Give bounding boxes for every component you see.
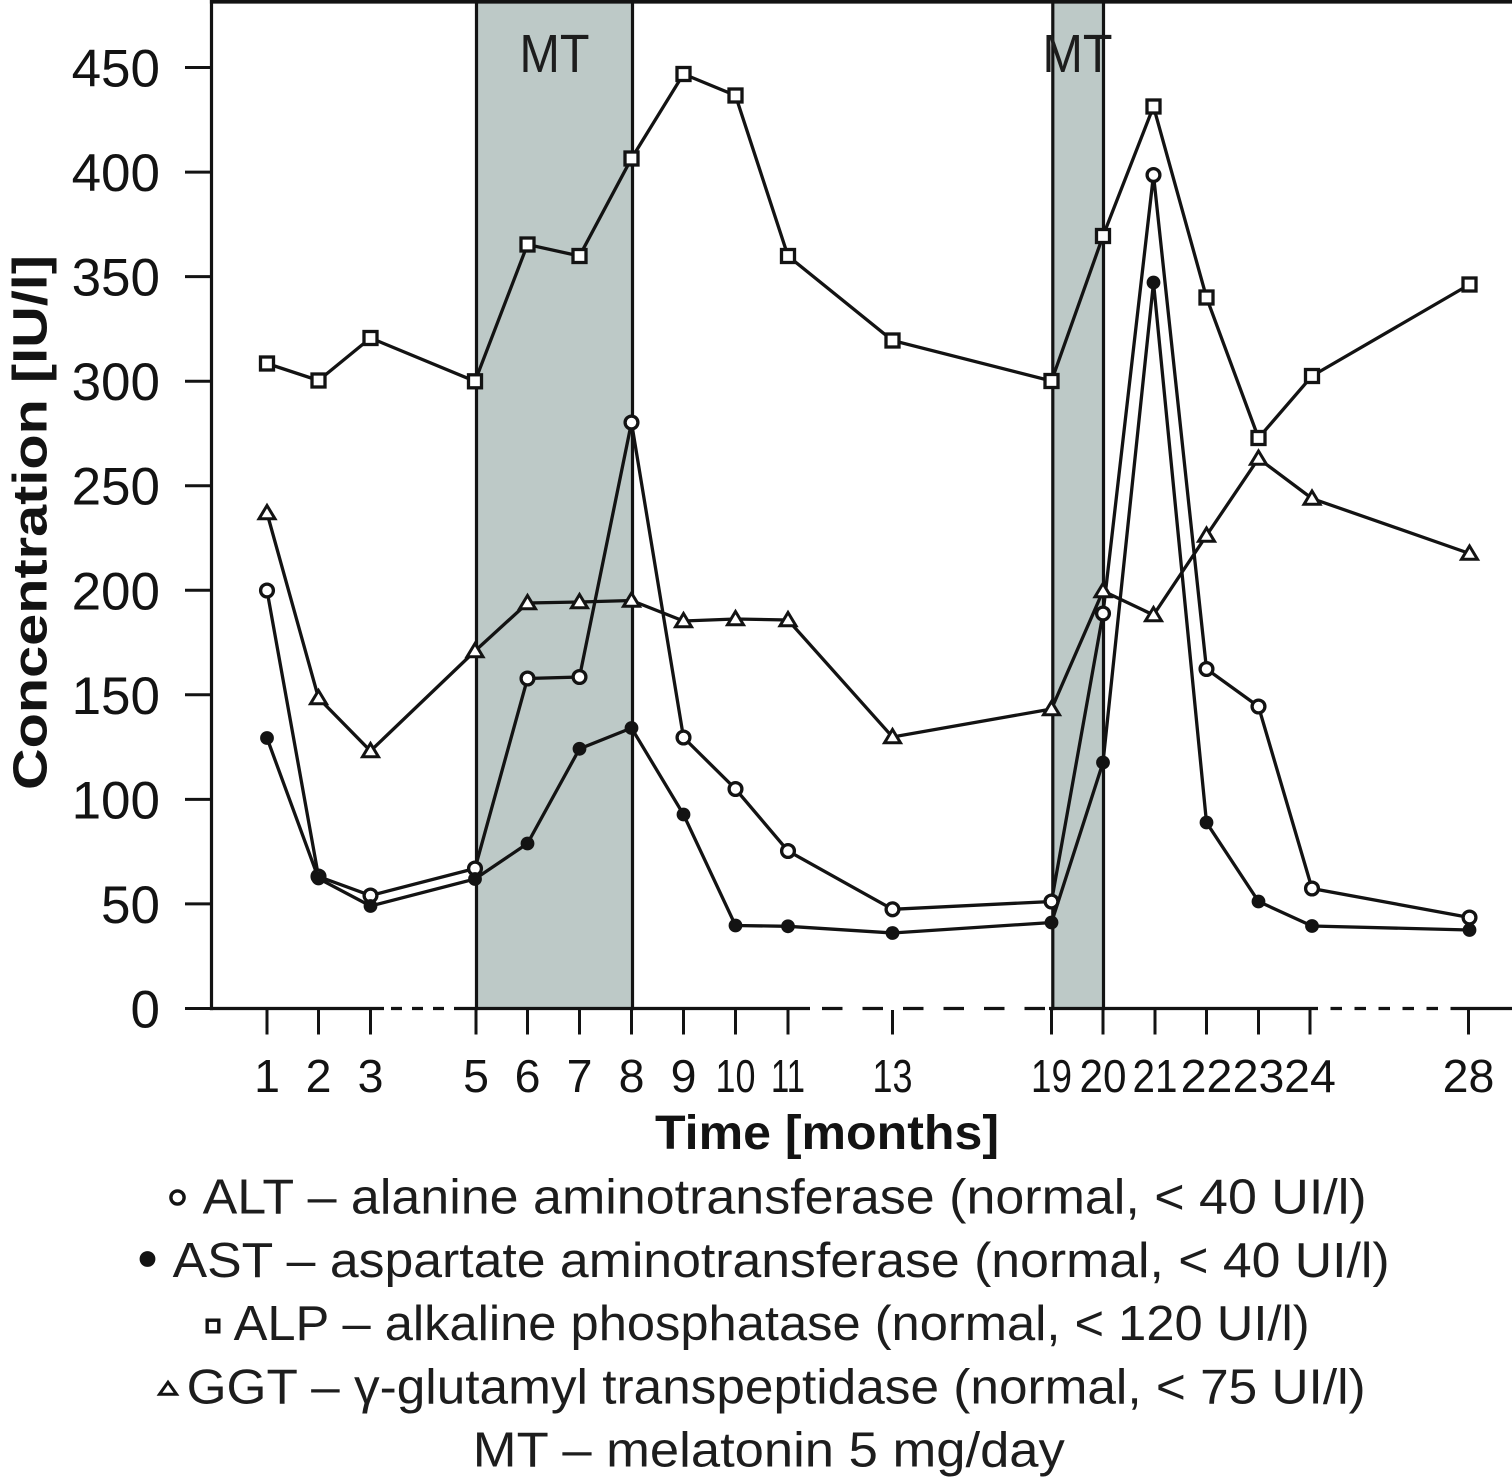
svg-text:23: 23 [1233, 1050, 1285, 1102]
svg-text:AST – aspartate aminotransfera: AST – aspartate aminotransferase (normal… [173, 1234, 1390, 1288]
svg-text:300: 300 [72, 353, 160, 412]
svg-text:6: 6 [515, 1050, 541, 1102]
svg-text:100: 100 [72, 771, 160, 830]
svg-text:150: 150 [72, 667, 160, 726]
svg-text:200: 200 [72, 562, 160, 621]
svg-text:Concentration [IU/l]: Concentration [IU/l] [5, 255, 58, 790]
svg-text:MT – melatonin 5 mg/day: MT – melatonin 5 mg/day [473, 1424, 1066, 1478]
svg-text:ALT – alanine aminotransferase: ALT – alanine aminotransferase (normal, … [203, 1171, 1367, 1225]
svg-text:Time [months]: Time [months] [655, 1107, 999, 1160]
svg-text:21: 21 [1133, 1050, 1178, 1102]
svg-text:7: 7 [567, 1050, 593, 1102]
svg-text:250: 250 [72, 458, 160, 517]
svg-text:MT: MT [520, 25, 590, 84]
svg-text:1: 1 [254, 1050, 280, 1102]
svg-text:22: 22 [1181, 1050, 1233, 1102]
svg-text:450: 450 [72, 40, 160, 99]
svg-text:GGT – γ-glutamyl transpeptidas: GGT – γ-glutamyl transpeptidase (normal,… [187, 1360, 1366, 1414]
svg-text:19: 19 [1031, 1050, 1072, 1102]
svg-text:13: 13 [873, 1050, 913, 1102]
svg-text:MT: MT [1043, 25, 1113, 84]
svg-text:ALP – alkaline phosphatase (no: ALP – alkaline phosphatase (normal, < 12… [234, 1297, 1310, 1351]
svg-text:24: 24 [1284, 1050, 1336, 1102]
svg-text:28: 28 [1443, 1050, 1495, 1102]
svg-text:8: 8 [619, 1050, 645, 1102]
svg-text:50: 50 [101, 876, 160, 935]
svg-text:350: 350 [72, 249, 160, 308]
svg-text:9: 9 [671, 1050, 697, 1102]
svg-text:400: 400 [72, 144, 160, 203]
svg-text:3: 3 [358, 1050, 384, 1102]
svg-text:2: 2 [306, 1050, 332, 1102]
svg-text:11: 11 [771, 1050, 805, 1102]
svg-text:5: 5 [463, 1050, 489, 1102]
svg-text:20: 20 [1080, 1050, 1127, 1102]
svg-text:10: 10 [716, 1050, 756, 1102]
svg-text:0: 0 [131, 981, 160, 1040]
